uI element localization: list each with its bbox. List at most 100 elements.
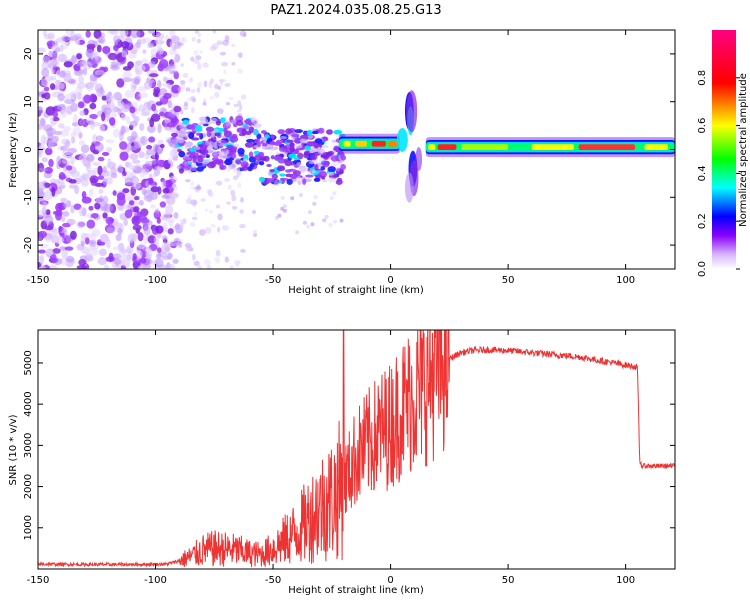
heatmap-cell <box>51 44 60 52</box>
heatmap-cell <box>264 134 270 140</box>
heatmap-cell <box>78 140 86 146</box>
heatmap-cell <box>136 64 146 73</box>
heatmap-cell <box>282 208 287 213</box>
heatmap-cell <box>113 253 122 260</box>
heatmap-cell <box>180 110 184 115</box>
heatmap-cell <box>99 233 109 244</box>
heatmap-cell <box>132 253 137 261</box>
heatmap-cell <box>295 176 302 183</box>
colorbar-label: Normalized spectral amplitude <box>738 73 749 227</box>
heatmap-cell <box>119 151 129 161</box>
heatmap-cell <box>119 30 129 38</box>
heatmap-cell <box>313 143 319 149</box>
heatmap-cell <box>182 119 190 125</box>
heatmap-cell <box>166 122 175 128</box>
heatmap-cell <box>139 123 145 131</box>
heatmap-cell <box>339 218 344 223</box>
heatmap-cell <box>158 90 164 100</box>
heatmap-cell <box>157 79 162 89</box>
heatmap-cell <box>138 200 144 206</box>
heatmap-cell <box>44 225 54 231</box>
heatmap-cell <box>58 225 63 233</box>
heatmap-cell <box>215 249 221 257</box>
heatmap-cell <box>57 123 65 129</box>
heatmap-cell <box>231 61 236 66</box>
heatmap-cell <box>122 188 130 194</box>
heatmap-cell <box>284 158 289 163</box>
heatmap-cell <box>328 222 333 227</box>
heatmap-cell <box>132 224 142 231</box>
heatmap-cell <box>102 212 108 219</box>
heatmap-cell <box>90 143 96 153</box>
heatmap-cell <box>179 218 187 225</box>
heatmap-cell <box>63 61 73 68</box>
heatmap-cell <box>213 153 218 159</box>
heatmap-cell <box>253 123 262 129</box>
heatmap-cell <box>286 178 293 185</box>
heatmap-cell <box>73 203 82 210</box>
bottom-y-tick-label: 4000 <box>23 391 34 416</box>
heatmap-cell <box>98 124 106 133</box>
heatmap-cell <box>307 210 312 215</box>
bottom-y-ticks: 1000 2000 3000 4000 5000 <box>23 350 675 541</box>
heatmap-cell <box>173 212 179 219</box>
bottom-x-tick-label: 0 <box>387 575 393 586</box>
heatmap-cell <box>188 154 196 159</box>
heatmap-cell <box>64 93 75 100</box>
chart-title: PAZ1.2024.035.08.25.G13 <box>270 3 441 18</box>
heatmap-cell <box>236 52 241 58</box>
heatmap-cell <box>120 257 131 267</box>
heatmap-cell <box>96 44 102 53</box>
heatmap-cell <box>235 263 239 268</box>
heatmap-cell <box>121 77 132 83</box>
heatmap-cell <box>169 48 177 56</box>
heatmap-cell <box>141 188 147 195</box>
heatmap-cell <box>145 248 153 258</box>
heatmap-cell <box>129 120 138 127</box>
heatmap-cell <box>260 136 267 141</box>
heatmap-cell <box>197 81 203 88</box>
colorbar-tick-label: 0.2 <box>697 213 708 229</box>
heatmap-cell <box>129 106 136 114</box>
colorbar-tick-label: 0.4 <box>697 165 708 181</box>
heatmap-cell <box>215 204 221 209</box>
heatmap-cell <box>144 160 154 167</box>
heatmap-cell <box>55 209 63 217</box>
heatmap-cell <box>96 241 106 246</box>
heatmap-cell <box>57 181 66 188</box>
heatmap-cell <box>206 188 212 194</box>
bottom-x-tick-label: 50 <box>502 575 515 586</box>
heatmap-cell <box>173 105 182 113</box>
heatmap-cell <box>131 131 138 140</box>
heatmap-cell <box>193 49 199 56</box>
heatmap-cell <box>237 68 243 75</box>
heatmap-cell <box>175 243 182 247</box>
heatmap-cell <box>207 189 213 197</box>
heatmap-cell <box>107 158 112 165</box>
heatmap-cell <box>199 118 209 125</box>
heatmap-cell <box>332 219 337 224</box>
heatmap-cell <box>107 30 118 35</box>
heatmap-cell <box>103 107 112 115</box>
heatmap-cell <box>219 164 227 170</box>
heatmap-cell <box>167 252 173 260</box>
heatmap-cell <box>209 224 217 228</box>
heatmap-cell <box>296 152 304 160</box>
top-x-tick-label: 50 <box>502 275 515 286</box>
heatmap-cell <box>230 189 236 197</box>
heatmap-cell <box>110 64 120 71</box>
top-x-axis-label: Height of straight line (km) <box>288 285 424 296</box>
heatmap-cell <box>157 123 162 134</box>
heatmap-cell <box>122 71 133 79</box>
heatmap-cell <box>89 113 98 120</box>
heatmap-cell <box>120 102 126 112</box>
heatmap-cell <box>170 132 178 138</box>
heatmap-cell <box>153 235 159 245</box>
top-x-tick-label: -50 <box>265 275 281 286</box>
heatmap-cell <box>150 204 156 209</box>
heatmap-cell <box>217 85 222 91</box>
heatmap-cell <box>150 113 161 122</box>
heatmap-cell <box>63 202 68 208</box>
heatmap-cell <box>163 76 168 83</box>
heatmap-cell <box>291 133 300 138</box>
